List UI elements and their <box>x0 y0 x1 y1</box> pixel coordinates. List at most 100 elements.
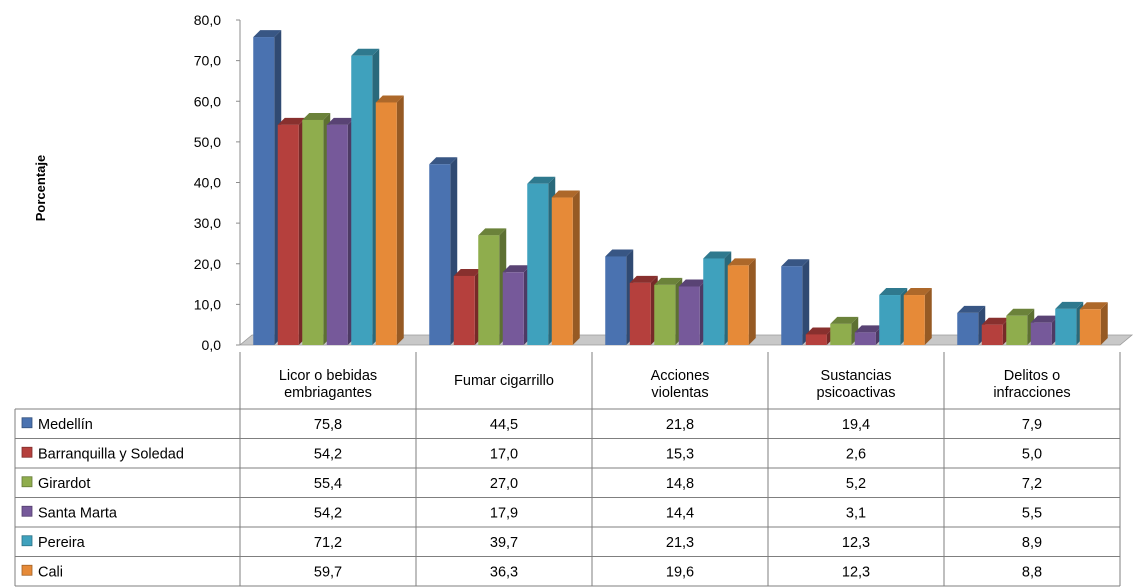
bar-front <box>903 295 925 345</box>
legend-swatch <box>21 476 33 488</box>
category-label-line: infracciones <box>993 385 1070 401</box>
table-cell-value: 5,0 <box>1022 446 1042 462</box>
legend-swatch <box>21 417 33 429</box>
category-label-line: psicoactivas <box>817 385 896 401</box>
bar-front <box>478 235 500 345</box>
bar-top <box>678 279 707 287</box>
bar <box>957 305 986 345</box>
table-cell-value: 3,1 <box>846 505 866 521</box>
bar <box>654 277 683 345</box>
table-cell-value: 17,9 <box>490 505 518 521</box>
table-cell-value: 14,8 <box>666 476 694 492</box>
bar-side <box>572 190 580 345</box>
bar-top <box>302 112 331 120</box>
bar-front <box>502 272 524 345</box>
bar-side <box>748 258 756 345</box>
bar <box>703 251 732 345</box>
table-cell-value: 8,8 <box>1022 564 1042 580</box>
bar <box>1006 308 1035 345</box>
bar-front <box>1079 309 1101 345</box>
bar-front <box>678 286 700 345</box>
legend-swatch <box>21 505 33 517</box>
table-cell-value: 27,0 <box>490 476 518 492</box>
bar <box>1055 301 1084 345</box>
bar <box>326 117 355 345</box>
series-name: Santa Marta <box>38 505 118 521</box>
bar-top <box>727 258 756 266</box>
bar-top <box>527 176 556 184</box>
bar-front <box>629 282 651 345</box>
bar-front <box>551 197 573 345</box>
bar-front <box>957 312 979 345</box>
bar <box>429 157 458 345</box>
table-cell-value: 14,4 <box>666 505 694 521</box>
table-cell-value: 21,8 <box>666 417 694 433</box>
legend-swatch <box>21 535 33 547</box>
bar <box>1030 315 1059 345</box>
category-label-line: Acciones <box>651 368 710 384</box>
bar-front <box>703 258 725 345</box>
bar <box>351 48 380 345</box>
bar <box>629 275 658 345</box>
bar-front <box>253 37 275 345</box>
bar <box>375 95 404 345</box>
table-cell-value: 7,2 <box>1022 476 1042 492</box>
table-cell-value: 44,5 <box>490 417 518 433</box>
bar <box>1079 302 1108 345</box>
bar-side <box>802 259 810 345</box>
category-label-line: violentas <box>651 385 708 401</box>
bar-front <box>727 265 749 345</box>
bar-side <box>924 288 932 345</box>
bar-front <box>527 183 549 345</box>
bar-top <box>854 325 883 333</box>
bar-top <box>1055 301 1084 309</box>
y-tick-label: 10,0 <box>194 296 221 312</box>
data-table: Licor o bebidas embriagantes Fumar cigarri… <box>14 352 1121 587</box>
bar-top <box>830 316 859 324</box>
bar-top <box>805 327 834 335</box>
table-cell-value: 19,4 <box>842 417 870 433</box>
bar-front <box>277 124 299 345</box>
bar-front <box>879 295 901 345</box>
table-cell-value: 21,3 <box>666 535 694 551</box>
category-label-line: Delitos o <box>1004 368 1060 384</box>
bar-front <box>326 124 348 345</box>
y-tick-label: 50,0 <box>194 134 221 150</box>
bar-side <box>396 95 404 345</box>
bar <box>478 228 507 345</box>
bar-front <box>429 164 451 345</box>
y-axis: 0,0 10,0 20,0 30,0 40,0 50,0 60,0 70,0 80,0 <box>194 12 241 353</box>
bar <box>277 117 306 345</box>
category-label-line: Fumar cigarrillo <box>454 373 554 389</box>
category-label: Acciones violentas <box>651 368 710 401</box>
bar-front <box>1055 308 1077 345</box>
y-tick-label: 60,0 <box>194 93 221 109</box>
y-tick-label: 30,0 <box>194 215 221 231</box>
bar <box>903 288 932 345</box>
table-cell-value: 59,7 <box>314 564 342 580</box>
bar-top <box>1030 315 1059 323</box>
bar-front <box>805 334 827 345</box>
bar <box>981 317 1010 345</box>
bar-side <box>1100 302 1108 345</box>
bar-top <box>1006 308 1035 316</box>
table-cell-value: 17,0 <box>490 446 518 462</box>
bar <box>302 112 331 345</box>
bar-front <box>830 323 852 345</box>
series-name: Barranquilla y Soledad <box>38 446 184 462</box>
series-name: Girardot <box>38 476 90 492</box>
bar-top <box>277 117 306 125</box>
bar-top <box>629 275 658 283</box>
table-cell-value: 12,3 <box>842 535 870 551</box>
table-cell-value: 39,7 <box>490 535 518 551</box>
bar-front <box>351 55 373 345</box>
bar-front <box>453 275 475 345</box>
bar-top <box>981 317 1010 325</box>
bar-front <box>854 332 876 345</box>
bar-top <box>903 288 932 296</box>
bar <box>551 190 580 345</box>
bar-top <box>351 48 380 56</box>
bar-top <box>429 157 458 165</box>
bars <box>253 30 1108 345</box>
